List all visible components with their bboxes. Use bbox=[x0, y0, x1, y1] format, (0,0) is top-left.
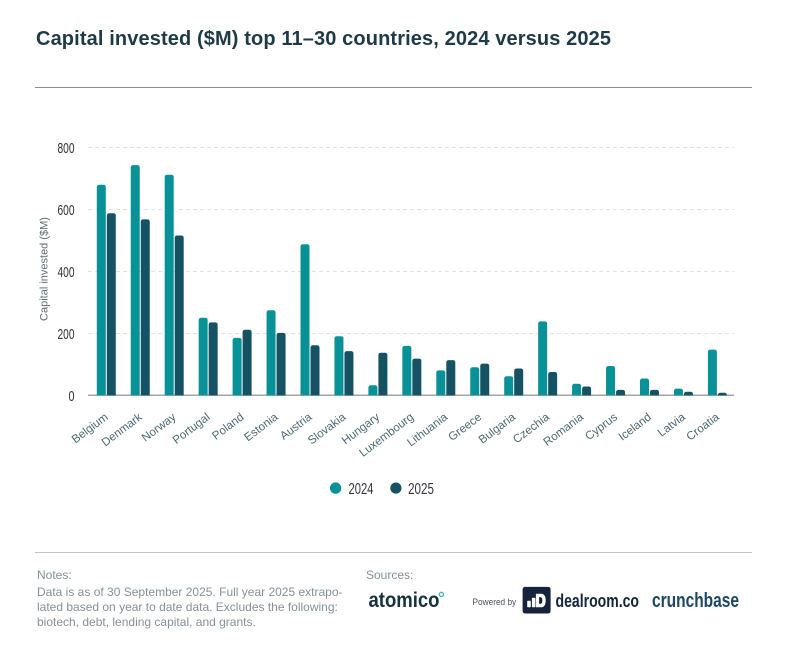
svg-text:0: 0 bbox=[69, 388, 75, 405]
svg-text:Portugal: Portugal bbox=[170, 411, 212, 447]
svg-text:400: 400 bbox=[58, 264, 75, 281]
svg-text:2025: 2025 bbox=[408, 481, 434, 498]
svg-text:Bulgaria: Bulgaria bbox=[476, 410, 518, 446]
svg-text:2024: 2024 bbox=[349, 481, 374, 498]
svg-text:crunchbase: crunchbase bbox=[652, 590, 739, 612]
svg-text:atomico: atomico bbox=[369, 589, 440, 612]
svg-text:Estonia: Estonia bbox=[242, 410, 281, 444]
svg-text:Powered by: Powered by bbox=[473, 597, 517, 607]
svg-text:Latvia: Latvia bbox=[655, 410, 688, 439]
svg-text:200: 200 bbox=[58, 326, 75, 343]
svg-text:Capital invested ($M): Capital invested ($M) bbox=[39, 217, 51, 321]
svg-text:800: 800 bbox=[58, 140, 75, 157]
svg-text:600: 600 bbox=[58, 202, 75, 219]
svg-text:Poland: Poland bbox=[210, 411, 247, 443]
svg-text:dealroom.co: dealroom.co bbox=[556, 590, 640, 611]
svg-text:Iceland: Iceland bbox=[616, 411, 654, 444]
svg-text:Cyprus: Cyprus bbox=[583, 410, 620, 443]
svg-text:Croatia: Croatia bbox=[684, 410, 722, 443]
